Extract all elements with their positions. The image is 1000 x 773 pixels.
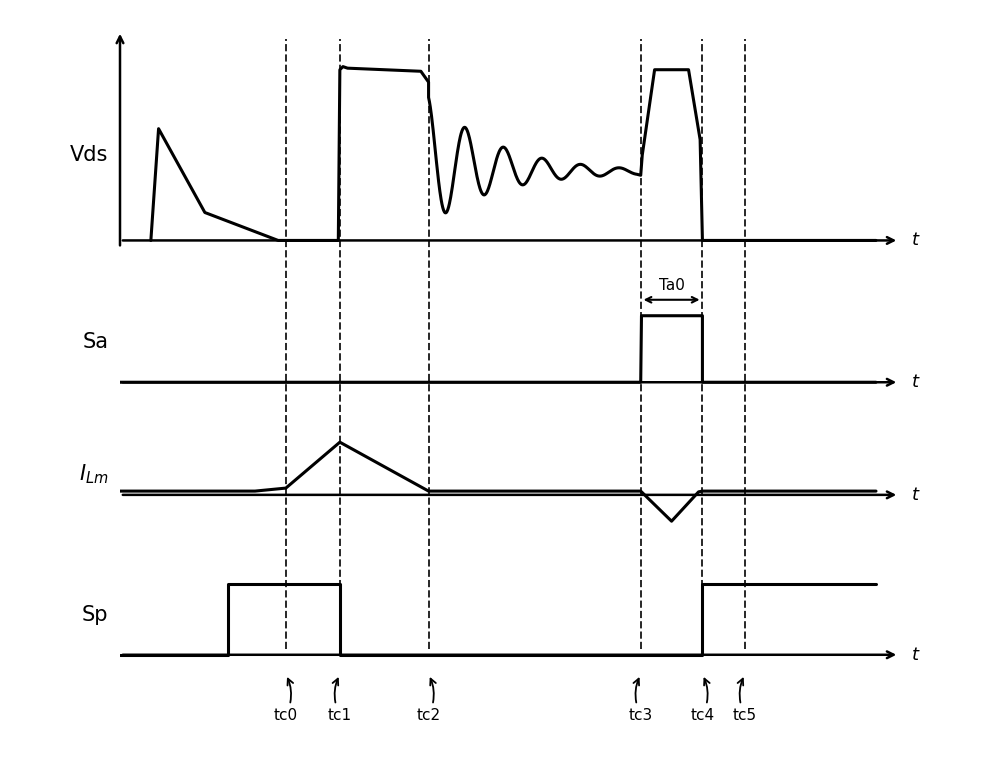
Text: $t$: $t$: [911, 645, 920, 664]
Text: $t$: $t$: [911, 373, 920, 391]
Text: tc4: tc4: [690, 679, 714, 723]
Text: $t$: $t$: [911, 231, 920, 250]
Text: tc5: tc5: [733, 679, 757, 723]
Text: tc0: tc0: [274, 679, 298, 723]
Text: $I_{Lm}$: $I_{Lm}$: [79, 462, 108, 485]
Text: Sp: Sp: [82, 604, 108, 625]
Text: tc3: tc3: [629, 679, 653, 723]
Text: $t$: $t$: [911, 486, 920, 504]
Text: Ta0: Ta0: [659, 278, 685, 293]
Text: Sa: Sa: [82, 332, 108, 352]
Text: tc2: tc2: [417, 679, 441, 723]
Text: tc1: tc1: [328, 679, 352, 723]
Text: Vds: Vds: [70, 145, 108, 165]
